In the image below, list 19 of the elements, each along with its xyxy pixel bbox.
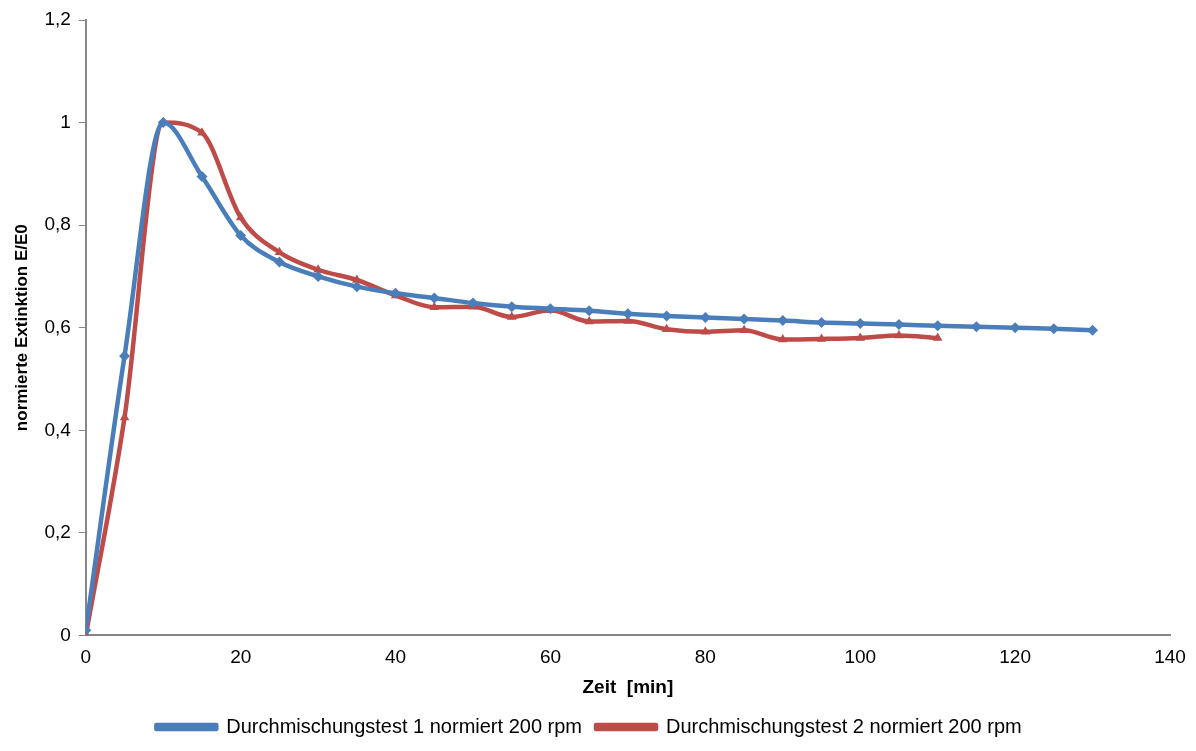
y-axis-title: normierte Extinktion E/E0 — [11, 224, 31, 432]
x-tick-label: 20 — [230, 646, 252, 668]
x-tick-label: 120 — [999, 646, 1031, 668]
y-tick-label: 0,4 — [44, 418, 72, 440]
y-tick-label: 1,2 — [44, 8, 71, 30]
y-tick-label: 0,8 — [44, 213, 71, 235]
x-tick-label: 40 — [385, 646, 407, 668]
y-tick-label: 1 — [60, 110, 71, 132]
x-tick-label: 100 — [844, 646, 877, 668]
legend-label: Durchmischungstest 1 normiert 200 rpm — [226, 714, 583, 737]
x-axis-title: Zeit [min] — [582, 675, 674, 697]
x-tick-label: 60 — [539, 646, 562, 668]
x-tick-label: 0 — [80, 646, 92, 668]
y-tick-label: 0,6 — [44, 315, 71, 337]
x-tick-label: 80 — [694, 646, 716, 668]
legend-label: Durchmischungstest 2 normiert 200 rpm — [666, 714, 1022, 737]
x-tick-label: 140 — [1154, 646, 1186, 668]
y-tick-label: 0 — [60, 623, 71, 645]
y-tick-label: 0,2 — [44, 521, 71, 543]
